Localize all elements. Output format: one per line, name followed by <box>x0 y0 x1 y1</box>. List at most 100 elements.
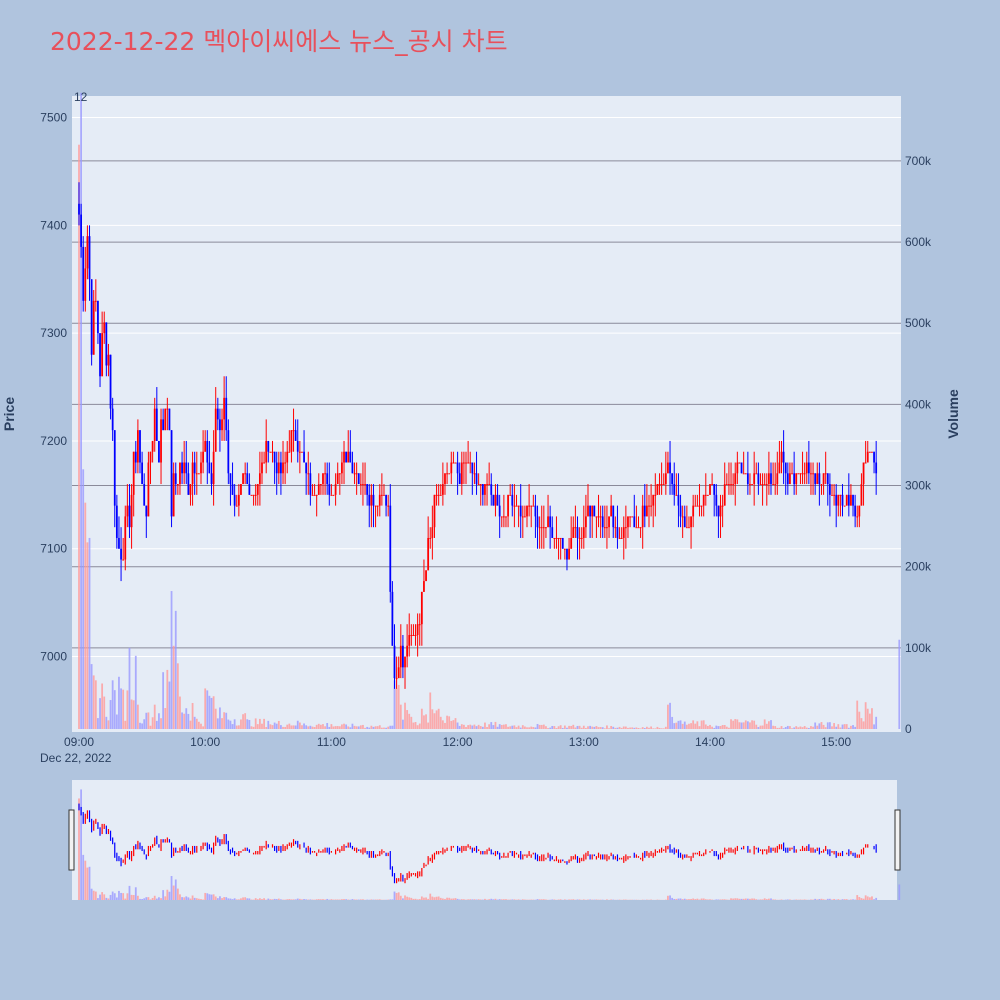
main-plot-area[interactable] <box>72 96 901 732</box>
candle-body <box>688 527 690 529</box>
mini-volume-bar <box>505 899 507 900</box>
candle-body <box>176 484 179 486</box>
mini-volume-bar <box>467 899 470 900</box>
candle-body <box>744 473 747 475</box>
candle-body <box>397 667 400 679</box>
candle-body <box>850 494 852 506</box>
volume-bar <box>860 718 863 729</box>
volume-bar <box>793 727 796 729</box>
volume-bar <box>357 726 360 729</box>
volume-bar <box>774 726 777 729</box>
candle-body <box>463 462 465 464</box>
candle-body <box>542 527 545 529</box>
volume-tick-label: 100k <box>905 641 932 655</box>
mini-volume-bar <box>118 890 120 900</box>
candle-body <box>250 494 253 496</box>
candle-body <box>202 451 204 463</box>
mini-volume-bar <box>271 899 274 900</box>
candle-body <box>280 462 282 474</box>
candle-body <box>814 473 817 485</box>
mini-volume-bar <box>248 898 251 900</box>
volume-bar <box>359 725 362 729</box>
mini-volume-bar <box>229 898 232 900</box>
volume-bar <box>704 724 707 729</box>
range-slider-left-handle[interactable] <box>68 809 75 871</box>
mini-volume-bar <box>326 898 329 900</box>
volume-bar <box>425 714 427 729</box>
volume-bar <box>664 726 667 729</box>
volume-bar <box>408 713 411 729</box>
volume-bar <box>477 724 480 729</box>
candle-body <box>807 462 810 474</box>
candle-body <box>317 484 320 495</box>
candle-body <box>162 419 165 431</box>
mini-volume-bar <box>107 898 110 900</box>
chart-title: 2022-12-22 멕아이씨에스 뉴스_공시 차트 <box>50 27 508 56</box>
mini-volume-bar <box>744 898 747 900</box>
candle-body <box>214 408 217 452</box>
mini-volume-bar <box>517 899 520 900</box>
candle-body <box>685 527 688 529</box>
volume-bar <box>389 725 392 729</box>
volume-bar <box>524 726 526 729</box>
price-tick-label: 7200 <box>40 434 67 448</box>
mini-volume-bar <box>765 899 768 900</box>
candle-body <box>387 505 390 507</box>
volume-bar <box>206 690 209 729</box>
candle-body <box>654 494 657 496</box>
volume-bar <box>317 723 320 729</box>
candle-body <box>113 430 116 506</box>
volume-bar <box>734 719 737 729</box>
volume-bar <box>868 713 871 729</box>
mini-volume-bar <box>866 896 869 900</box>
volume-bar <box>730 719 732 729</box>
volume-bars <box>78 92 901 729</box>
candle-body <box>536 516 539 528</box>
mini-volume-bar <box>214 896 217 900</box>
mini-volume-bar <box>172 885 175 900</box>
candle-body <box>242 473 244 485</box>
mini-volume-bar <box>553 899 556 900</box>
range-slider-volume <box>78 789 901 900</box>
volume-bar <box>174 610 177 729</box>
candle-body <box>568 548 570 560</box>
candle-body <box>603 527 606 529</box>
range-slider-right-handle[interactable] <box>894 809 901 871</box>
mini-volume-bar <box>258 898 261 900</box>
volume-bar <box>410 716 413 729</box>
volume-bar <box>694 723 697 729</box>
candle-body <box>210 473 213 485</box>
mini-volume-bar <box>126 893 129 900</box>
candle-body <box>294 430 297 441</box>
mini-volume-bar <box>103 894 106 900</box>
volume-bar <box>147 712 150 729</box>
volume-bar <box>452 720 455 729</box>
volume-bar <box>854 726 857 729</box>
volume-bar <box>292 725 295 729</box>
mini-volume-bar <box>772 899 774 900</box>
volume-bar <box>658 727 661 729</box>
volume-bar <box>723 724 726 729</box>
volume-bar <box>78 144 80 729</box>
volume-bar <box>751 720 753 729</box>
volume-bar <box>366 726 369 729</box>
mini-volume-bar <box>696 898 699 900</box>
volume-bar <box>732 720 735 729</box>
candle-body <box>826 473 829 485</box>
mini-volume-bar <box>139 898 141 900</box>
mini-volume-bar <box>492 899 495 900</box>
volume-bar <box>303 723 305 729</box>
candle-body <box>389 505 392 592</box>
mini-volume-bar <box>141 899 143 900</box>
volume-bar <box>145 712 148 729</box>
volume-bar <box>620 727 623 729</box>
mini-volume-bar <box>176 888 179 900</box>
candle-body <box>736 462 739 474</box>
mini-volume-bar <box>416 899 419 900</box>
range-slider[interactable] <box>72 780 897 900</box>
candle-body <box>103 322 106 334</box>
mini-volume-bar <box>204 892 207 900</box>
volume-bar <box>502 724 505 729</box>
mini-volume-bar <box>362 899 364 900</box>
volume-bar <box>614 727 617 729</box>
